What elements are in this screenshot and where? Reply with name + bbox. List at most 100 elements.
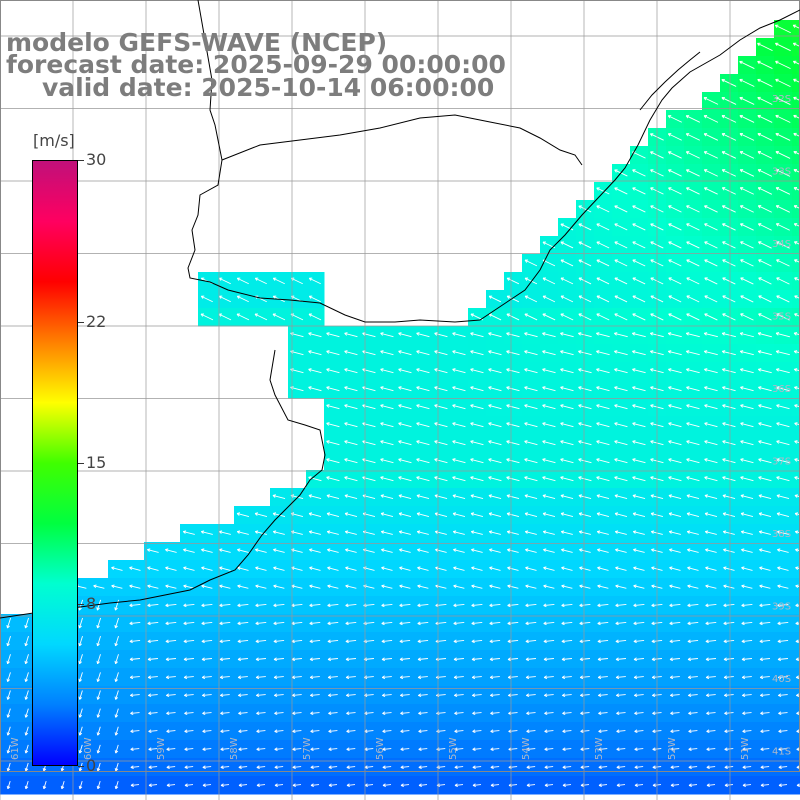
- wind-arrow: [669, 675, 680, 680]
- wind-arrow: [740, 512, 754, 517]
- wind-arrow: [380, 440, 394, 446]
- wind-arrow: [183, 566, 195, 571]
- wind-arrow: [776, 458, 790, 464]
- wind-arrow: [742, 783, 752, 787]
- wind-arrow: [309, 657, 321, 662]
- wind-arrow: [688, 747, 698, 752]
- wind-arrow: [722, 223, 736, 231]
- wind-arrow: [758, 241, 772, 249]
- wind-arrow: [795, 548, 800, 552]
- wind-arrow: [740, 241, 754, 249]
- wind-arrow: [507, 584, 519, 589]
- wind-arrow: [615, 548, 627, 553]
- wind-arrow: [703, 97, 719, 105]
- wind-arrow: [687, 621, 699, 626]
- wind-arrow: [326, 494, 340, 499]
- wind-arrow: [615, 621, 627, 626]
- wind-arrow: [542, 476, 556, 482]
- wind-arrow: [740, 368, 754, 374]
- wind-arrow: [201, 639, 213, 644]
- wind-arrow: [614, 332, 628, 338]
- wind-arrow: [724, 693, 734, 698]
- wind-arrow: [507, 548, 519, 553]
- wind-arrow: [78, 635, 83, 647]
- wind-arrow: [578, 494, 592, 499]
- wind-arrow: [723, 657, 735, 662]
- wind-arrow: [345, 657, 357, 662]
- wind-arrow: [398, 422, 412, 428]
- wind-arrow: [578, 295, 592, 303]
- wind-arrow: [488, 422, 502, 428]
- wind-arrow: [686, 313, 700, 321]
- wind-arrow: [560, 440, 574, 446]
- wind-arrow: [579, 603, 591, 608]
- wind-arrow: [741, 621, 753, 626]
- latitude-label: 41S: [772, 747, 791, 758]
- wind-arrow: [6, 744, 11, 754]
- wind-arrow: [130, 729, 140, 734]
- wind-arrow: [470, 368, 484, 374]
- longitude-label: 53W: [594, 737, 605, 760]
- wind-arrow: [633, 566, 645, 571]
- wind-arrow: [418, 747, 428, 752]
- wind-arrow: [776, 313, 790, 321]
- wind-arrow: [685, 151, 700, 159]
- wind-arrow: [757, 60, 773, 69]
- wind-arrow: [453, 657, 465, 662]
- wind-arrow: [705, 639, 717, 644]
- wind-arrow: [345, 639, 357, 644]
- wind-arrow: [760, 729, 770, 734]
- wind-arrow: [704, 223, 718, 231]
- colorbar-tick-mark: [78, 463, 84, 464]
- wind-arrow: [775, 78, 791, 87]
- wind-arrow: [614, 277, 628, 285]
- wind-arrow: [560, 512, 574, 517]
- wind-arrow: [292, 729, 302, 734]
- wind-arrow: [614, 476, 628, 482]
- wind-arrow: [757, 151, 773, 159]
- wind-arrow: [218, 295, 231, 303]
- wind-arrow: [472, 729, 482, 734]
- wind-arrow: [796, 711, 800, 716]
- wind-arrow: [399, 584, 411, 589]
- wind-arrow: [472, 693, 482, 698]
- wind-arrow: [705, 621, 717, 626]
- wind-arrow: [542, 295, 556, 303]
- wind-arrow: [668, 223, 682, 231]
- wind-arrow: [434, 494, 448, 499]
- wind-arrow: [598, 729, 608, 734]
- wind-arrow: [542, 458, 556, 464]
- wind-arrow: [562, 693, 572, 698]
- wind-arrow: [96, 781, 101, 790]
- wind-arrow: [632, 259, 646, 267]
- wind-arrow: [202, 783, 212, 787]
- wind-arrow: [220, 693, 230, 698]
- colorbar-tick-label: 15: [86, 453, 107, 472]
- wind-arrow: [166, 729, 176, 734]
- speed-cell: [792, 182, 800, 201]
- wind-arrow: [490, 765, 500, 769]
- wind-arrow: [220, 711, 230, 716]
- wind-arrow: [669, 548, 681, 553]
- wind-arrow: [416, 440, 430, 446]
- wind-arrow: [778, 747, 788, 752]
- speed-cell: [792, 20, 800, 39]
- wind-arrow: [544, 747, 554, 752]
- wind-arrow: [526, 747, 536, 752]
- wind-arrow: [472, 747, 482, 752]
- wind-arrow: [721, 115, 737, 123]
- wind-arrow: [632, 386, 646, 392]
- wind-arrow: [542, 277, 556, 285]
- wind-arrow: [703, 151, 718, 159]
- wind-arrow: [616, 693, 626, 698]
- wind-arrow: [793, 187, 800, 192]
- wind-arrow: [416, 404, 430, 410]
- wind-arrow: [632, 241, 646, 249]
- wind-arrow: [741, 675, 752, 680]
- wind-arrow: [129, 566, 141, 571]
- wind-arrow: [6, 654, 11, 665]
- wind-arrow: [130, 765, 140, 769]
- wind-arrow: [561, 566, 573, 571]
- wind-arrow: [722, 277, 736, 285]
- wind-arrow: [148, 765, 158, 769]
